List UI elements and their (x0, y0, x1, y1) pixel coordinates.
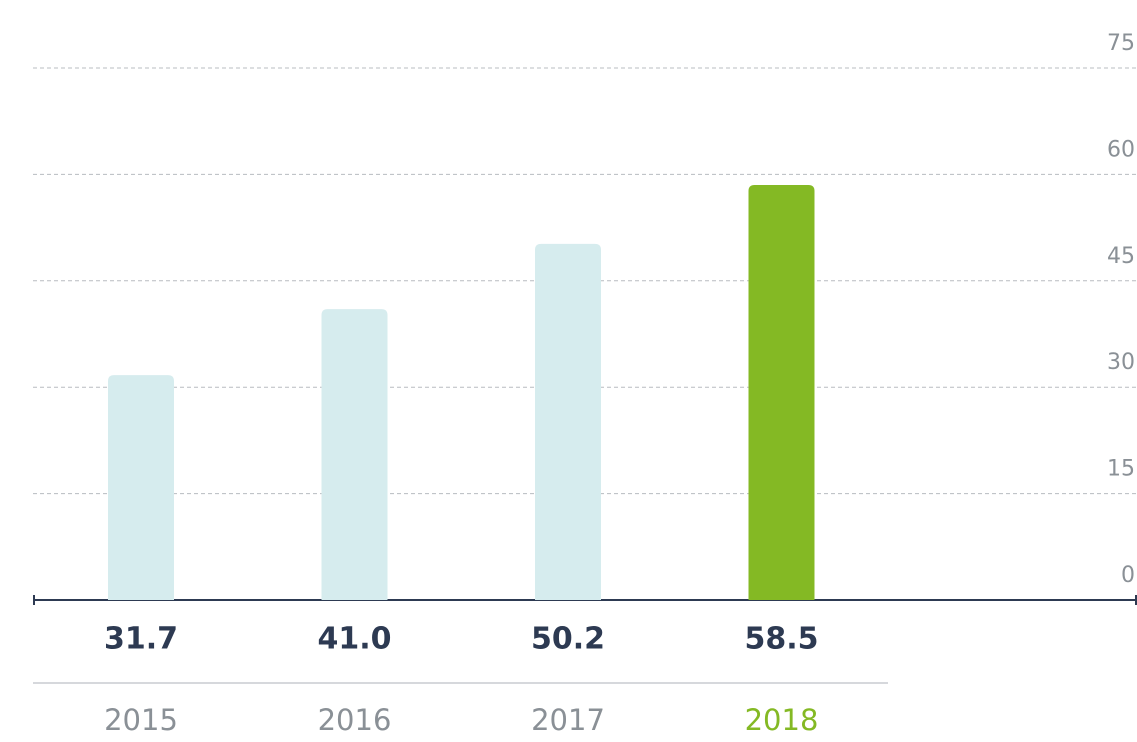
x-tick-label: 2016 (318, 703, 392, 737)
value-label: 41.0 (317, 622, 391, 657)
y-tick-label: 45 (1107, 244, 1135, 269)
x-tick-label: 2015 (104, 703, 178, 737)
bar (535, 243, 601, 600)
bar (108, 375, 174, 600)
x-tick-label: 2018 (745, 703, 819, 737)
value-label: 50.2 (531, 622, 605, 657)
value-label: 31.7 (104, 622, 178, 657)
y-tick-label: 60 (1107, 137, 1135, 162)
y-tick-label: 0 (1121, 563, 1135, 588)
x-tick-label: 2017 (531, 703, 605, 737)
bar (321, 309, 388, 600)
y-tick-label: 15 (1107, 457, 1135, 482)
value-label: 58.5 (744, 622, 818, 657)
bar (748, 185, 815, 601)
y-tick-label: 30 (1107, 350, 1135, 375)
y-tick-label: 75 (1107, 31, 1135, 56)
